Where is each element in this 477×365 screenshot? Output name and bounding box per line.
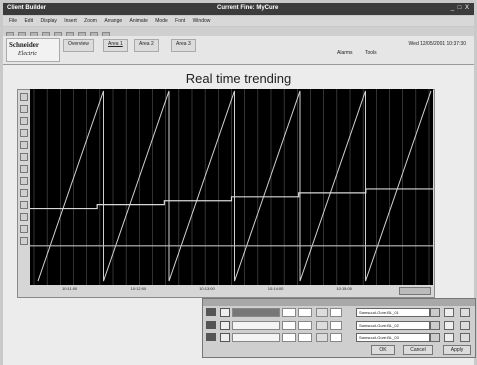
cursor-icon[interactable] bbox=[20, 93, 28, 101]
pen-min-field[interactable] bbox=[282, 333, 296, 342]
menu-animate[interactable]: Animate bbox=[129, 18, 148, 24]
pen-tag-field[interactable]: Samsuud-Gore:BL_03 bbox=[356, 333, 430, 342]
page-title: Real time trending bbox=[185, 71, 292, 86]
nav-area-1[interactable]: Area 1 bbox=[103, 39, 128, 52]
pen-style-field[interactable] bbox=[232, 308, 280, 317]
series-step bbox=[30, 188, 433, 210]
pen-max-field[interactable] bbox=[298, 321, 312, 330]
pen-dropdown[interactable] bbox=[460, 333, 470, 342]
x-tick-label: 10:11:00 bbox=[62, 286, 78, 291]
menu-mode[interactable]: Mode bbox=[155, 18, 168, 24]
menu-arrange[interactable]: Arrange bbox=[104, 18, 123, 24]
tools-link[interactable]: Tools bbox=[365, 50, 377, 56]
pen-min-field[interactable] bbox=[282, 321, 296, 330]
pen-color-swatch[interactable] bbox=[220, 321, 230, 330]
x-tick-label: 10:14:00 bbox=[267, 286, 284, 291]
trend-chart[interactable] bbox=[30, 89, 433, 285]
alarms-link[interactable]: Alarms bbox=[337, 50, 353, 56]
pause-icon[interactable] bbox=[20, 153, 28, 161]
pen-color-swatch[interactable] bbox=[220, 333, 230, 342]
zoom-in-icon[interactable] bbox=[20, 105, 28, 113]
pen-dropdown[interactable] bbox=[460, 308, 470, 317]
nav-area-3[interactable]: Area 3 bbox=[171, 39, 196, 52]
menu-window[interactable]: Window bbox=[192, 18, 211, 24]
scroll-right-icon[interactable] bbox=[20, 141, 28, 149]
menu-zoom[interactable]: Zoom bbox=[84, 18, 97, 24]
pen-row-1: Samsuud-Gore:BL_01 bbox=[206, 307, 472, 317]
trend-toolbar bbox=[20, 93, 28, 245]
pen-enable-checkbox[interactable] bbox=[206, 333, 216, 341]
pen-option-button[interactable] bbox=[444, 308, 454, 317]
export-icon[interactable] bbox=[20, 189, 28, 197]
help-icon[interactable] bbox=[20, 225, 28, 233]
pen-max-field[interactable] bbox=[298, 308, 312, 317]
document-title: Current Fine: MyCure bbox=[217, 5, 279, 11]
nav-overview[interactable]: Overview bbox=[63, 39, 94, 52]
scroll-left-icon[interactable] bbox=[20, 129, 28, 137]
tag-browse-button[interactable] bbox=[430, 321, 440, 330]
pen-style-field[interactable] bbox=[232, 321, 280, 330]
pen-icon[interactable] bbox=[20, 177, 28, 185]
pen-scale-button[interactable] bbox=[316, 333, 328, 342]
pen-option-button[interactable] bbox=[444, 321, 454, 330]
pen-tag-field[interactable]: Samsuud-Gore:BL_02 bbox=[356, 321, 430, 330]
pen-enable-checkbox[interactable] bbox=[206, 321, 216, 329]
x-tick-label: 10:13:00 bbox=[199, 286, 215, 291]
datetime-display: Wed 12/05/2001 10:37:30 bbox=[408, 41, 466, 47]
time-scroll-control[interactable] bbox=[399, 287, 431, 295]
pen-width-field[interactable] bbox=[330, 308, 342, 317]
window-controls[interactable]: _ □ X bbox=[450, 5, 470, 11]
menu-edit[interactable]: Edit bbox=[24, 18, 34, 24]
x-tick-label: 10:15:00 bbox=[336, 286, 352, 291]
pen-min-field[interactable] bbox=[282, 308, 296, 317]
pen-max-field[interactable] bbox=[298, 333, 312, 342]
tag-browse-button[interactable] bbox=[430, 333, 440, 342]
menu-display[interactable]: Display bbox=[40, 18, 57, 24]
page-header: Schneider Electric Overview Area 1 Area … bbox=[3, 36, 474, 65]
grid-icon[interactable] bbox=[20, 165, 28, 173]
ok-button[interactable]: OK bbox=[371, 345, 395, 355]
print-trend-icon[interactable] bbox=[20, 201, 28, 209]
pen-scale-button[interactable] bbox=[316, 321, 328, 330]
pen-scale-button[interactable] bbox=[316, 308, 328, 317]
zoom-out-icon[interactable] bbox=[20, 117, 28, 125]
menu-font[interactable]: Font bbox=[175, 18, 186, 24]
pen-dropdown[interactable] bbox=[460, 321, 470, 330]
brand-sub: Electric bbox=[18, 51, 37, 57]
x-axis-labels: 10:11:00 10:12:00 10:13:00 10:14:00 10:15:00… bbox=[30, 285, 433, 295]
dialog-title-bar bbox=[203, 299, 475, 306]
app-title: Client Builder bbox=[7, 5, 47, 11]
pen-properties-dialog: Samsuud-Gore:BL_01 Samsuud-Gore:BL_02 bbox=[202, 298, 476, 358]
pen-width-field[interactable] bbox=[330, 333, 342, 342]
settings-icon[interactable] bbox=[20, 213, 28, 221]
apply-button[interactable]: Apply bbox=[443, 345, 471, 355]
schneider-logo: Schneider Electric bbox=[6, 38, 60, 62]
pen-row-2: Samsuud-Gore:BL_02 bbox=[206, 320, 472, 330]
pen-enable-checkbox[interactable] bbox=[206, 308, 216, 316]
cancel-button[interactable]: Cancel bbox=[403, 345, 433, 355]
pen-tag-field[interactable]: Samsuud-Gore:BL_01 bbox=[356, 308, 430, 317]
menu-insert[interactable]: Insert bbox=[64, 18, 77, 24]
series-sawtooth bbox=[37, 90, 432, 282]
menu-bar: File Edit Display Insert Zoom Arrange An… bbox=[3, 16, 474, 26]
nav-area-2[interactable]: Area 2 bbox=[134, 39, 159, 52]
chart-series bbox=[30, 90, 433, 282]
info-icon[interactable] bbox=[20, 237, 28, 245]
menu-file[interactable]: File bbox=[9, 18, 18, 24]
pen-row-3: Samsuud-Gore:BL_03 bbox=[206, 332, 472, 342]
title-bar: Client Builder Current Fine: MyCure _ □ … bbox=[3, 3, 474, 15]
tag-browse-button[interactable] bbox=[430, 308, 440, 317]
x-tick-label: 10:12:00 bbox=[130, 286, 147, 291]
pen-option-button[interactable] bbox=[444, 333, 454, 342]
pen-color-swatch[interactable] bbox=[220, 308, 230, 317]
pen-style-field[interactable] bbox=[232, 333, 280, 342]
pen-width-field[interactable] bbox=[330, 321, 342, 330]
brand-name: Schneider bbox=[9, 41, 39, 49]
